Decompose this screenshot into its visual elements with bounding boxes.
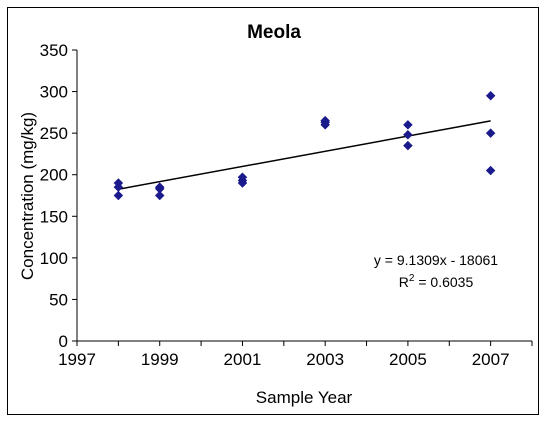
chart-frame [7,7,539,415]
r-superscript: 2 [409,273,415,284]
y-ticks: 0 50 100 150 200 250 300 350 [40,41,77,351]
y-tick-label: 250 [40,124,68,143]
y-tick-label: 50 [49,290,68,309]
data-points [113,90,496,201]
data-point [403,140,413,151]
x-tick-label: 2001 [224,350,262,369]
y-tick-label: 0 [59,332,68,351]
x-tick-label: 1999 [141,350,179,369]
y-tick-label: 150 [40,207,68,226]
data-point [113,190,124,201]
trendline-r-squared: R2 = 0.6035 [399,273,474,290]
x-tick-label: 1997 [58,350,96,369]
x-axis-title: Sample Year [256,388,353,407]
x-ticks: 1997 1999 2001 2003 2005 2007 [58,341,533,369]
y-tick-label: 350 [40,41,68,60]
x-tick-label: 2007 [472,350,510,369]
data-point [320,119,331,130]
y-tick-label: 100 [40,249,68,268]
x-tick-label: 2003 [306,350,344,369]
chart-title: Meola [247,22,301,43]
data-point [403,129,413,140]
y-tick-label: 300 [40,83,68,102]
data-point [154,190,165,201]
data-point [485,90,496,101]
trendline [118,120,491,190]
y-tick-label: 200 [40,166,68,185]
y-axis-title: Concentration (mg/kg) [18,112,37,280]
plot-area [76,50,532,342]
data-point [403,119,413,130]
r-value: = 0.6035 [414,274,473,290]
trendline-group [118,120,491,190]
data-point [237,178,248,188]
data-point [485,128,496,138]
trendline-equation: y = 9.1309x - 18061 [374,252,498,268]
x-tick-label: 2005 [389,350,427,369]
data-point [485,165,496,176]
r-symbol: R [399,274,409,290]
